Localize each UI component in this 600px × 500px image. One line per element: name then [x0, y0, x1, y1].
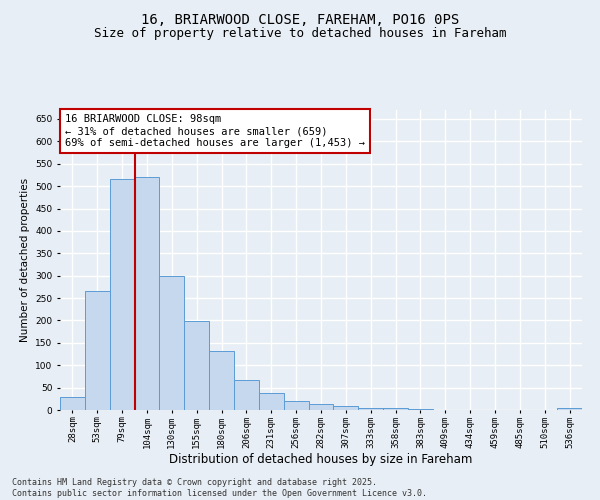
- Bar: [259, 393, 284, 410]
- Bar: [383, 408, 408, 410]
- Text: 16 BRIARWOOD CLOSE: 98sqm
← 31% of detached houses are smaller (659)
69% of semi: 16 BRIARWOOD CLOSE: 98sqm ← 31% of detac…: [65, 114, 365, 148]
- Bar: [557, 408, 582, 410]
- Bar: [184, 322, 209, 410]
- Bar: [408, 409, 433, 410]
- Bar: [160, 276, 184, 410]
- Bar: [284, 401, 308, 410]
- Bar: [234, 380, 259, 410]
- Bar: [209, 351, 234, 410]
- Bar: [110, 180, 134, 410]
- X-axis label: Distribution of detached houses by size in Fareham: Distribution of detached houses by size …: [169, 454, 473, 466]
- Text: 16, BRIARWOOD CLOSE, FAREHAM, PO16 0PS: 16, BRIARWOOD CLOSE, FAREHAM, PO16 0PS: [141, 12, 459, 26]
- Bar: [85, 292, 110, 410]
- Bar: [134, 177, 160, 410]
- Bar: [308, 404, 334, 410]
- Bar: [60, 396, 85, 410]
- Bar: [334, 406, 358, 410]
- Text: Size of property relative to detached houses in Fareham: Size of property relative to detached ho…: [94, 28, 506, 40]
- Bar: [358, 408, 383, 410]
- Y-axis label: Number of detached properties: Number of detached properties: [20, 178, 29, 342]
- Text: Contains HM Land Registry data © Crown copyright and database right 2025.
Contai: Contains HM Land Registry data © Crown c…: [12, 478, 427, 498]
